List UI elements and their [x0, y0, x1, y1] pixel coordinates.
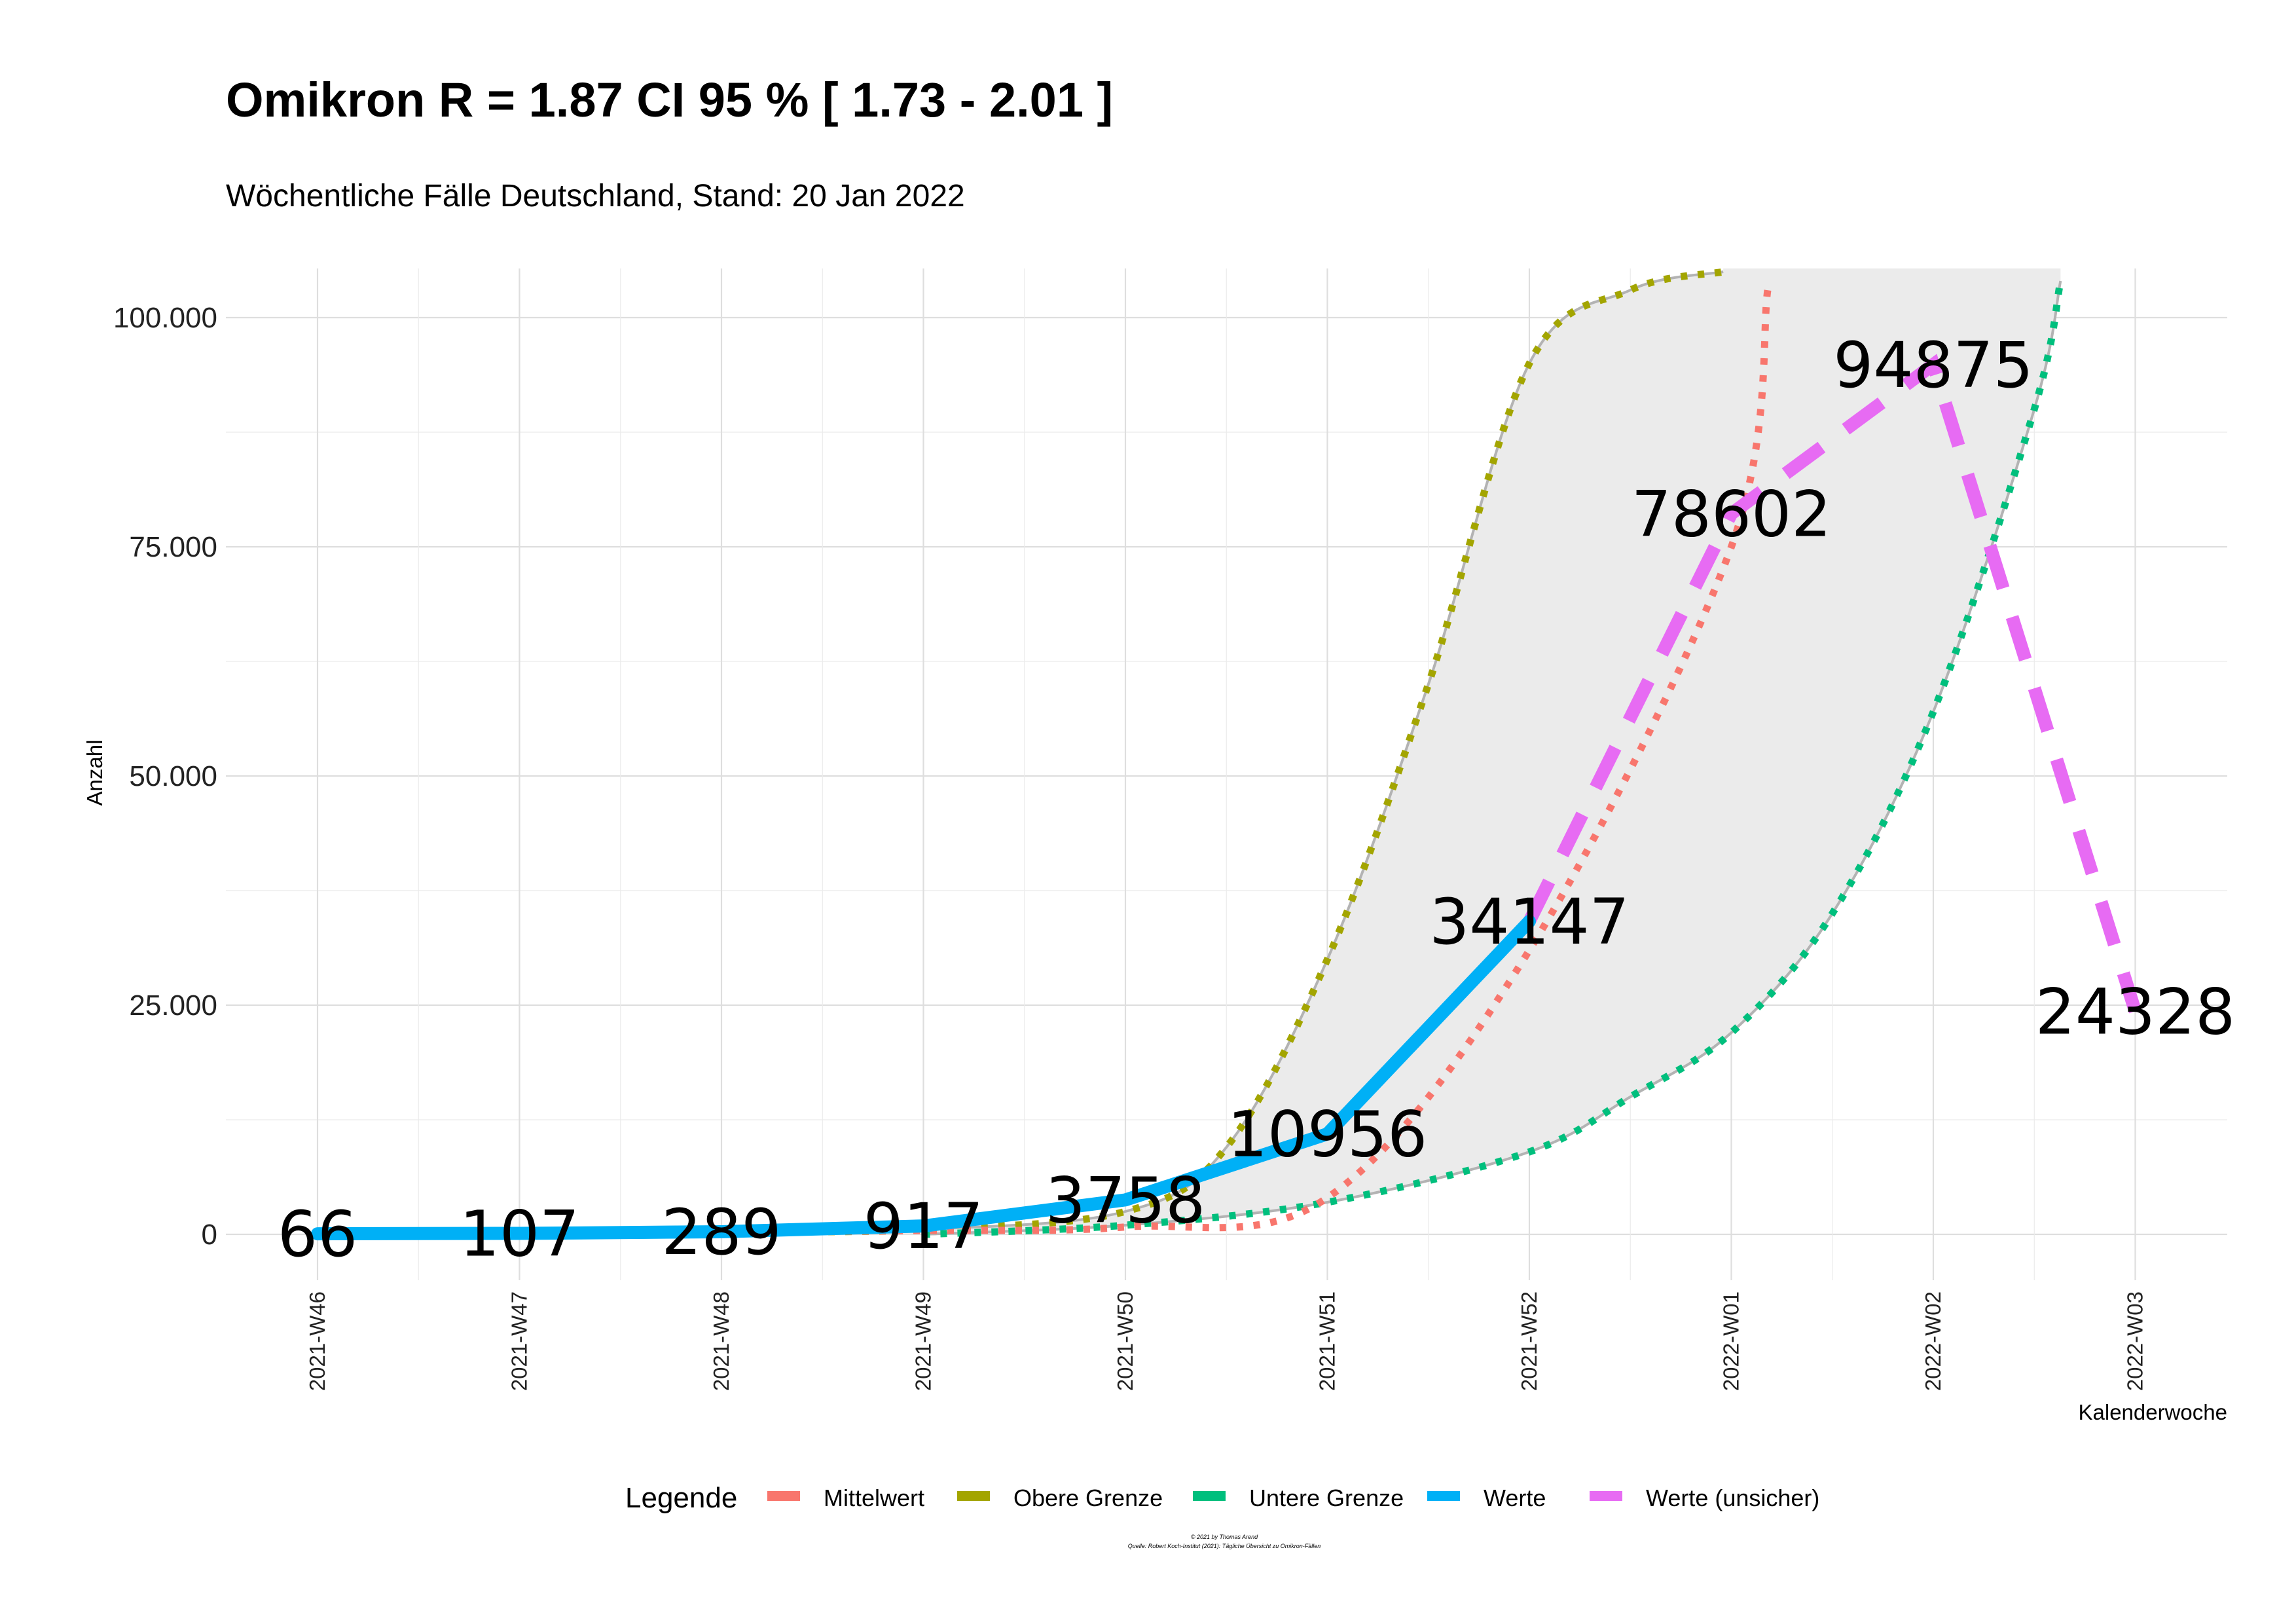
data-label-10956: 10956	[1228, 1098, 1427, 1172]
chart-subtitle: Wöchentliche Fälle Deutschland, Stand: 2…	[226, 179, 965, 213]
data-label-94875: 94875	[1833, 329, 2033, 402]
y-tick-label: 75.000	[129, 531, 217, 563]
y-tick-label: 50.000	[129, 760, 217, 792]
x-tick-label: 2022-W03	[2123, 1291, 2147, 1391]
data-label-107: 107	[460, 1198, 579, 1271]
legend-key-werte	[1427, 1491, 1460, 1501]
x-axis-label: Kalenderwoche	[2079, 1400, 2228, 1424]
legend-label-werte: Werte	[1484, 1485, 1546, 1511]
caption-line-2: Quelle: Robert Koch-Institut (2021): Täg…	[1128, 1543, 1321, 1549]
legend-label-werte-unsicher: Werte (unsicher)	[1646, 1485, 1819, 1511]
data-label-78602: 78602	[1631, 478, 1831, 551]
series-line-werte-unsicher	[1523, 354, 2142, 1014]
legend-label-untere-grenze: Untere Grenze	[1249, 1485, 1404, 1511]
series-line-obere-grenze	[317, 268, 1724, 1238]
y-tick-label: 0	[202, 1219, 217, 1251]
y-tick-label: 25.000	[129, 989, 217, 1022]
legend-label-mittelwert: Mittelwert	[824, 1485, 924, 1511]
x-tick-label: 2021-W48	[709, 1291, 733, 1391]
data-labels: 66 107 289 917 3758 10956 34147 78602 94875 24328	[278, 329, 2235, 1271]
caption-line-1: © 2021 by Thomas Arend	[1191, 1534, 1258, 1540]
x-tick-label: 2021-W49	[911, 1291, 936, 1391]
x-tick-label: 2021-W52	[1517, 1291, 1541, 1391]
legend-label-obere-grenze: Obere Grenze	[1013, 1485, 1163, 1511]
x-tick-label: 2021-W46	[305, 1291, 329, 1391]
data-label-917: 917	[864, 1190, 983, 1263]
legend-key-untere-grenze	[1193, 1491, 1226, 1501]
y-tick-label: 100.000	[113, 302, 217, 334]
x-tick-label: 2021-W50	[1113, 1291, 1137, 1391]
data-label-3758: 3758	[1046, 1164, 1205, 1237]
legend-title: Legende	[625, 1482, 737, 1514]
data-label-24328: 24328	[2035, 975, 2235, 1048]
series-lines	[311, 268, 2142, 1241]
x-tick-label: 2022-W02	[1921, 1291, 1945, 1391]
chart-title: Omikron R = 1.87 CI 95 % [ 1.73 - 2.01 ]	[226, 73, 1113, 127]
x-tick-label: 2021-W51	[1315, 1291, 1339, 1391]
series-line-mittelwert	[317, 289, 1772, 1238]
data-label-66: 66	[278, 1198, 357, 1271]
legend-key-obere-grenze	[957, 1491, 990, 1501]
confidence-band-area	[318, 268, 2061, 1234]
data-label-289: 289	[661, 1196, 781, 1269]
x-tick-label: 2022-W01	[1719, 1291, 1743, 1391]
confidence-band	[317, 268, 2062, 1236]
legend-key-mittelwert	[767, 1491, 800, 1501]
data-label-34147: 34147	[1429, 885, 1629, 959]
legend-key-werte-unsicher	[1590, 1491, 1622, 1501]
axes: 0 25.000 50.000 75.000 100.000 2021-W46 2021-W…	[113, 302, 2147, 1391]
y-axis-label: Anzahl	[82, 740, 107, 806]
x-tick-label: 2021-W47	[507, 1291, 532, 1391]
series-line-werte	[311, 914, 1536, 1241]
legend: Legende Mittelwert Obere Grenze Untere Gre…	[625, 1482, 1819, 1514]
series-line-untere-grenze	[923, 280, 2064, 1238]
